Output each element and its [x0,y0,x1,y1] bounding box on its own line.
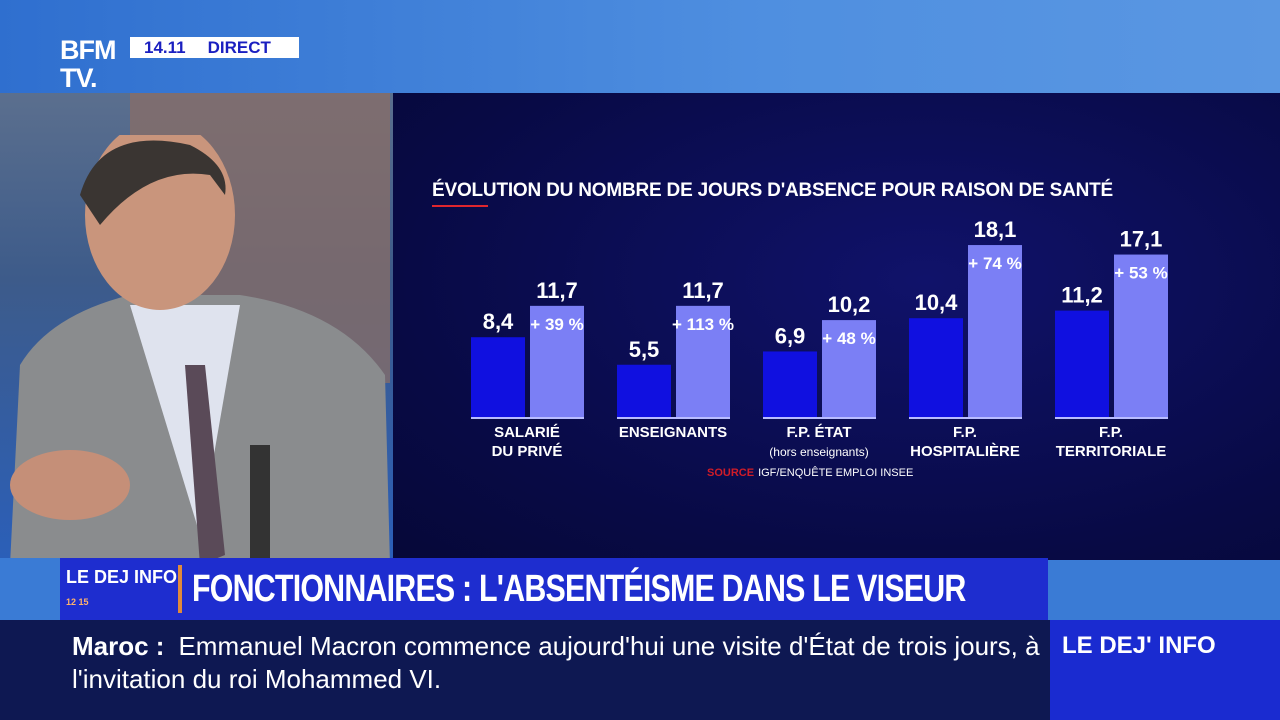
ticker-brand: LE DEJ' INFO [1050,620,1280,720]
baseline [1055,417,1168,419]
category-label: TERRITORIALE [1056,443,1167,460]
bar [968,245,1022,417]
data-label: 11,7 [682,278,724,303]
bar [471,337,525,417]
ticker-text: Emmanuel Macron commence aujourd'hui une… [72,631,1040,694]
baseline [763,417,876,419]
live-label: DIRECT [207,38,271,57]
baseline [617,417,730,419]
change-label: + 74 % [968,254,1021,273]
bar [617,364,671,417]
title-underline [432,205,488,207]
category-label: F.P. [1099,424,1123,441]
chart-source: SOURCE IGF/ENQUÊTE EMPLOI INSEE [707,467,913,479]
change-label: + 53 % [1114,264,1167,283]
chart-title: ÉVOLUTION DU NOMBRE DE JOURS D'ABSENCE P… [432,180,1114,201]
data-label: 6,9 [775,323,806,348]
data-label: 17,1 [1120,227,1163,252]
data-label: 10,2 [828,292,871,317]
source-label: SOURCE [707,467,755,479]
category-label: ENSEIGNANTS [619,424,727,441]
time: 14.11 [144,38,186,57]
category-note: (hors enseignants) [769,445,868,459]
studio-video [0,93,393,558]
data-label: 11,7 [536,278,578,303]
program-logo: LE DEJ INFO 12 15 [60,566,178,613]
bar [1055,310,1109,417]
baseline [471,417,584,419]
data-label: 10,4 [915,290,959,315]
ticker-topic: Maroc : [72,631,165,661]
live-badge: 14.11 DIRECT [130,37,299,58]
bfmtv-logo: BFM TV. [60,35,116,93]
bar [763,351,817,417]
news-ticker: Maroc : Emmanuel Macron commence aujourd'… [0,620,1050,720]
category-label: F.P. ÉTAT [786,424,851,441]
bar [530,305,584,417]
bar [1114,254,1168,417]
baseline [909,417,1022,419]
change-label: + 48 % [822,329,875,348]
bar [822,320,876,417]
category-label: DU PRIVÉ [492,443,563,460]
source-text: IGF/ENQUÊTE EMPLOI INSEE [758,467,914,479]
divider [178,565,182,613]
category-label: SALARIÉ [494,424,560,441]
data-label: 8,4 [483,309,514,334]
data-label: 18,1 [974,217,1017,242]
bar [909,318,963,417]
data-label: 11,2 [1061,283,1103,308]
data-label: 5,5 [629,337,660,362]
change-label: + 39 % [530,315,583,334]
program-name: LE DEJ INFO [66,566,178,587]
headline-banner: LE DEJ INFO 12 15 FONCTIONNAIRES : L'ABS… [60,558,1048,620]
category-label: F.P. [953,424,977,441]
presenter [10,135,390,558]
headline-text: FONCTIONNAIRES : L'ABSENTÉISME DANS LE V… [192,567,966,610]
change-label: + 113 % [672,315,734,334]
program-time: 12 15 [66,596,89,607]
category-label: HOSPITALIÈRE [910,443,1020,460]
bar [676,305,730,417]
